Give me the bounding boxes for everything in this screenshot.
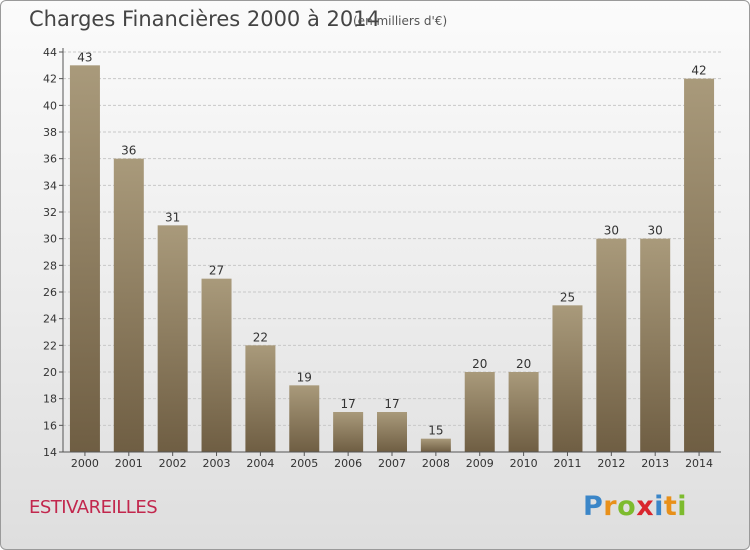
y-tick-label: 20 [43, 366, 57, 379]
value-label: 15 [428, 424, 443, 438]
y-tick-label: 16 [43, 419, 57, 432]
y-tick-label: 34 [43, 179, 57, 192]
x-tick-label: 2003 [203, 457, 231, 470]
y-tick-label: 22 [43, 339, 57, 352]
x-tick-label: 2004 [246, 457, 274, 470]
value-label: 31 [165, 210, 180, 224]
value-label: 42 [691, 64, 706, 78]
value-label: 17 [384, 397, 399, 411]
y-tick-label: 18 [43, 393, 57, 406]
bar-2014 [684, 78, 715, 453]
x-tick-label: 2005 [290, 457, 318, 470]
bar-2010 [508, 372, 539, 452]
logo-letter: x [636, 491, 655, 522]
bar-2009 [464, 372, 495, 452]
bar-2012 [596, 238, 627, 452]
logo-letter: t [663, 491, 678, 522]
value-label: 20 [472, 357, 487, 371]
bar-2001 [113, 158, 144, 452]
bar-2007 [377, 412, 407, 452]
x-tick-label: 2012 [597, 457, 625, 470]
value-label: 27 [209, 264, 224, 278]
value-label: 17 [340, 397, 355, 411]
logo-letter: r [603, 491, 618, 522]
x-tick-label: 2014 [685, 457, 713, 470]
y-tick-label: 42 [43, 73, 57, 86]
x-tick-label: 2001 [115, 457, 143, 470]
value-label: 30 [604, 224, 619, 238]
bar-2008 [420, 438, 451, 452]
bar-2003 [201, 278, 232, 452]
x-tick-label: 2010 [510, 457, 538, 470]
x-tick-label: 2007 [378, 457, 406, 470]
y-tick-label: 36 [43, 153, 57, 166]
axes [59, 48, 721, 456]
x-tick-label: 2000 [71, 457, 99, 470]
chart-title: Charges Financières 2000 à 2014 [29, 7, 380, 31]
x-tick-label: 2002 [159, 457, 187, 470]
y-tick-label: 32 [43, 206, 57, 219]
x-tick-label: 2006 [334, 457, 362, 470]
x-tick-label: 2008 [422, 457, 450, 470]
logo-letter: o [617, 491, 637, 522]
bar-2011 [552, 305, 583, 452]
bar-2002 [157, 225, 188, 452]
value-label: 19 [297, 370, 312, 384]
x-tick-label: 2009 [466, 457, 494, 470]
value-label: 20 [516, 357, 531, 371]
y-tick-label: 26 [43, 286, 57, 299]
value-label: 36 [121, 144, 136, 158]
value-label: 43 [77, 50, 92, 64]
x-tick-label: 2013 [641, 457, 669, 470]
y-tick-label: 14 [43, 446, 57, 459]
bar-2006 [333, 412, 364, 452]
bar-2005 [289, 385, 320, 452]
x-tick-label: 2011 [553, 457, 581, 470]
bars [69, 65, 715, 453]
y-tick-label: 24 [43, 313, 57, 326]
y-tick-label: 44 [43, 46, 57, 59]
proxiti-logo: Proxiti [583, 491, 687, 522]
logo-letter: i [677, 491, 688, 522]
value-label: 22 [253, 330, 268, 344]
commune-name: ESTIVAREILLES [29, 497, 158, 518]
bar-2013 [640, 238, 671, 452]
chart-subtitle: (en milliers d'€) [353, 14, 448, 28]
labels: 14 16 18 20 22 24 26 28 30 32 34 36 38 40 42 44 43 2000 36… [43, 46, 713, 470]
y-tick-label: 30 [43, 233, 57, 246]
logo-letter: P [583, 491, 604, 522]
value-label: 30 [648, 224, 663, 238]
y-tick-label: 40 [43, 99, 57, 112]
bar-2000 [69, 65, 100, 452]
bar-2004 [245, 345, 276, 452]
y-tick-label: 28 [43, 259, 57, 272]
logo-letter: i [654, 491, 664, 522]
y-tick-label: 38 [43, 126, 57, 139]
value-label: 25 [560, 290, 575, 304]
